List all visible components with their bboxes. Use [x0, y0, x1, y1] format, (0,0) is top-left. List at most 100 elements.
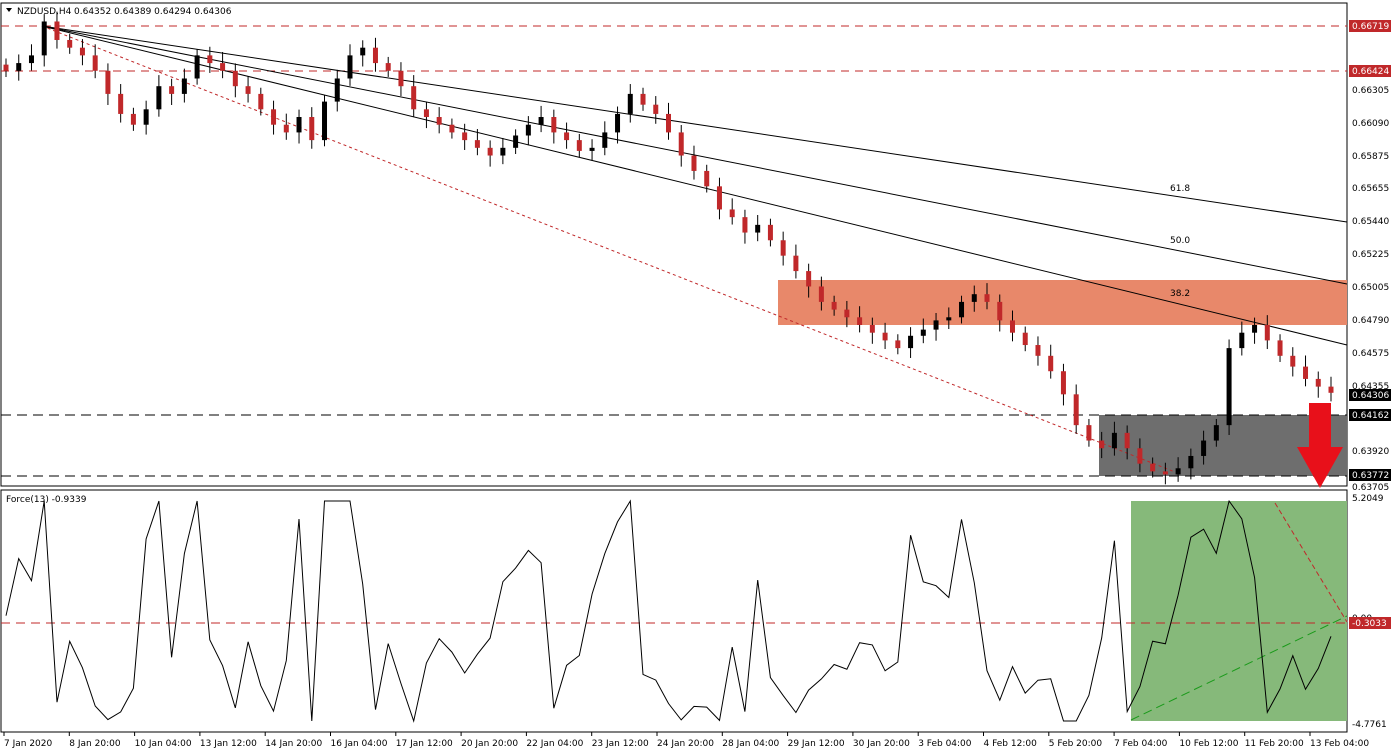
candle-body	[1150, 463, 1156, 472]
force-axis: 5.2049 0.00 -0.3033 -4.7761	[1349, 494, 1391, 730]
candle-body	[1277, 340, 1283, 356]
time-label: 13 Jan 12:00	[200, 739, 257, 749]
candle-body	[309, 117, 315, 141]
candle-body	[959, 301, 965, 318]
candle-body	[449, 124, 455, 133]
price-tag-upper-2-text: 0.66424	[1352, 67, 1389, 77]
candle-body	[1328, 386, 1334, 393]
candle-body	[105, 70, 111, 94]
force-resistance-trendline	[1274, 502, 1348, 623]
price-tick: 0.66090	[1352, 119, 1389, 129]
candle-body	[1303, 366, 1309, 379]
candle-body	[1213, 425, 1219, 441]
candle-body	[322, 101, 328, 141]
candle-body	[971, 294, 977, 302]
time-axis: 7 Jan 2020 8 Jan 20:00 10 Jan 04:00 13 Jan …	[3, 732, 1369, 749]
candle-body	[844, 309, 850, 318]
price-tag-current	[1349, 389, 1391, 401]
candle-body	[525, 124, 531, 136]
candle-body	[691, 155, 697, 171]
down-arrow-icon	[1297, 403, 1343, 488]
candle-body	[742, 217, 748, 233]
time-label: 28 Jan 04:00	[722, 739, 779, 749]
time-label: 17 Jan 12:00	[396, 739, 453, 749]
collapse-triangle-icon[interactable]	[6, 8, 12, 12]
force-min-label: -4.7761	[1352, 720, 1387, 730]
price-tick: 0.63920	[1352, 447, 1389, 457]
candle-body	[882, 332, 888, 341]
candle-body	[436, 117, 442, 125]
candle-body	[946, 317, 952, 321]
candle-body	[793, 255, 799, 272]
candle-body	[806, 271, 812, 287]
candle-body	[3, 64, 9, 71]
candle-body	[1175, 468, 1181, 475]
candle-body	[729, 209, 735, 218]
candle-body	[474, 140, 480, 148]
price-tag-support-bottom-text: 0.63772	[1352, 471, 1389, 481]
candle-body	[1239, 332, 1245, 349]
candle-body	[602, 132, 608, 148]
candle-body	[780, 240, 786, 256]
time-label: 23 Jan 12:00	[592, 739, 649, 749]
candle-body	[156, 86, 162, 110]
fib-label-38: 38.2	[1170, 289, 1190, 299]
time-label: 10 Feb 12:00	[1179, 739, 1238, 749]
time-label: 7 Jan 2020	[4, 739, 52, 749]
time-label: 16 Jan 04:00	[331, 739, 388, 749]
candle-body	[857, 317, 863, 325]
candle-body	[347, 55, 353, 79]
candle-body	[1137, 448, 1143, 464]
candle-body	[1009, 320, 1015, 333]
candle-body	[1226, 348, 1232, 426]
candle-body	[615, 113, 621, 133]
price-tick: 0.63705	[1352, 483, 1389, 493]
candle-body	[487, 147, 493, 156]
time-label: 7 Feb 04:00	[1114, 739, 1168, 749]
price-tick: 0.65005	[1352, 283, 1389, 293]
time-label: 5 Feb 20:00	[1049, 739, 1103, 749]
candle-body	[1022, 332, 1028, 346]
time-label: 29 Jan 12:00	[788, 739, 845, 749]
candle-body	[818, 286, 824, 302]
candle-body	[551, 117, 557, 133]
price-tick: 0.64355	[1352, 382, 1389, 392]
force-indicator-label: Force(13) -0.9339	[6, 495, 87, 505]
price-tick: 0.65440	[1352, 217, 1389, 227]
candle-body	[283, 124, 289, 133]
time-label: 3 Feb 04:00	[918, 739, 972, 749]
candle-body	[1035, 345, 1041, 356]
force-level-tag	[1349, 617, 1391, 629]
candle-body	[411, 86, 417, 110]
candle-body	[54, 21, 60, 40]
trend-line-dotted	[41, 25, 1176, 473]
candle-body	[640, 93, 646, 105]
price-tick: 0.64575	[1352, 349, 1389, 359]
time-label: 8 Jan 20:00	[69, 739, 121, 749]
candle-body	[220, 63, 226, 71]
candle-body	[1086, 425, 1092, 441]
force-panel	[0, 489, 1348, 733]
time-label: 11 Feb 20:00	[1245, 739, 1304, 749]
candle-body	[1315, 378, 1321, 387]
price-tick: 0.65225	[1352, 250, 1389, 260]
candle-body	[1099, 440, 1105, 449]
fib-fan-line-61	[41, 25, 1348, 223]
candle-body	[67, 39, 73, 48]
candle-body	[831, 301, 837, 310]
candle-body	[296, 117, 302, 133]
candle-body	[589, 147, 595, 151]
candle-body	[181, 78, 187, 94]
fib-label-61: 61.8	[1170, 184, 1190, 194]
symbol-header: NZDUSD,H4 0.64352 0.64389 0.64294 0.6430…	[6, 7, 232, 17]
symbol-label: NZDUSD,H4	[17, 7, 72, 17]
candle-body	[666, 113, 671, 133]
candle-body	[118, 93, 124, 114]
time-label: 24 Jan 20:00	[657, 739, 714, 749]
candle-body	[997, 301, 1003, 321]
candle-body	[360, 47, 366, 56]
candle-body	[576, 140, 582, 151]
fib-label-50: 50.0	[1170, 236, 1190, 246]
candle-body	[169, 86, 175, 94]
candle-body	[678, 132, 684, 156]
